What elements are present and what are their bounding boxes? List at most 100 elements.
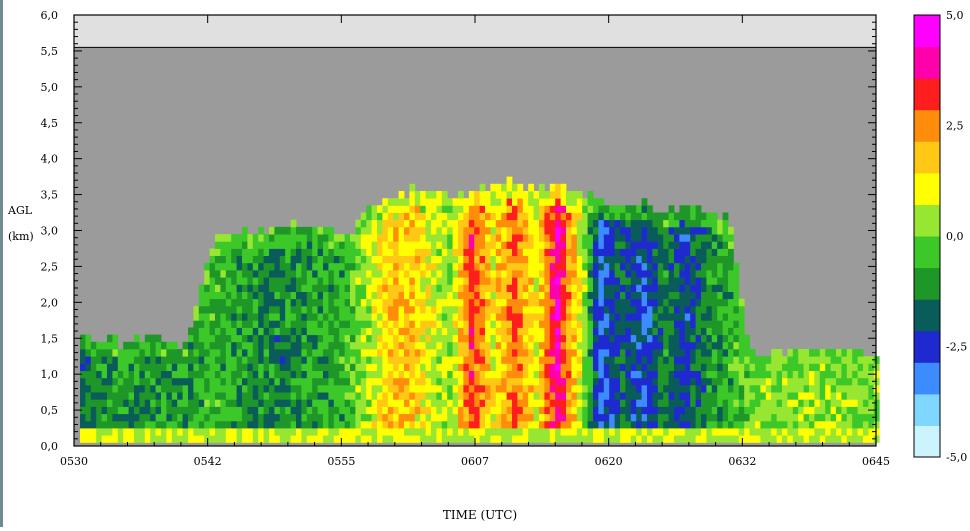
data-cell <box>528 241 534 249</box>
data-cell <box>355 349 362 357</box>
data-cell <box>409 262 416 271</box>
data-cell <box>220 420 227 429</box>
data-cell <box>614 399 621 407</box>
data-cell <box>468 219 475 228</box>
data-cell <box>506 305 513 314</box>
data-cell <box>355 356 362 364</box>
data-cell <box>803 392 810 400</box>
data-cell <box>539 363 545 371</box>
data-cell <box>501 406 507 415</box>
data-cell <box>512 284 518 292</box>
data-cell <box>333 384 340 393</box>
data-cell <box>479 198 486 206</box>
data-cell <box>512 205 518 213</box>
data-cell <box>436 320 443 328</box>
data-cell <box>836 420 842 429</box>
data-cell <box>479 248 486 256</box>
data-cell <box>560 341 567 350</box>
data-cell <box>674 320 680 328</box>
data-cell <box>409 277 416 285</box>
data-cell <box>371 370 378 379</box>
data-cell <box>603 377 610 386</box>
data-cell <box>512 305 518 314</box>
data-cell <box>333 406 340 415</box>
data-cell <box>522 327 529 336</box>
data-cell <box>252 262 259 271</box>
data-cell <box>420 262 426 271</box>
data-cell <box>501 313 507 321</box>
data-cell <box>571 428 578 436</box>
data-cell <box>652 363 659 371</box>
data-cell <box>468 399 475 407</box>
data-cell <box>468 241 475 249</box>
data-cell <box>312 226 318 235</box>
data-cell <box>177 349 183 357</box>
data-cell <box>522 234 529 242</box>
data-cell <box>576 349 583 357</box>
data-cell <box>609 248 615 256</box>
data-cell <box>306 392 313 400</box>
data-cell <box>215 384 221 393</box>
data-cell <box>647 270 653 278</box>
data-cell <box>674 428 680 436</box>
data-cell <box>614 305 621 314</box>
data-cell <box>582 277 588 285</box>
data-cell <box>539 241 545 249</box>
data-cell <box>630 262 637 271</box>
data-cell <box>139 370 146 379</box>
data-cell <box>263 262 270 271</box>
colorbar-segment <box>914 78 940 111</box>
data-cell <box>468 212 475 221</box>
data-cell <box>560 291 567 300</box>
data-cell <box>668 370 675 379</box>
data-cell <box>117 392 124 400</box>
data-cell <box>787 370 794 379</box>
data-cell <box>836 406 842 415</box>
data-cell <box>317 248 324 256</box>
data-cell <box>544 392 551 400</box>
data-cell <box>377 262 383 271</box>
data-cell <box>701 313 707 321</box>
data-cell <box>474 377 480 386</box>
data-cell <box>236 313 243 321</box>
data-cell <box>522 198 529 206</box>
x-tick-label: 0542 <box>194 455 222 468</box>
data-cell <box>674 370 680 379</box>
data-cell <box>431 320 437 328</box>
data-cell <box>647 313 653 321</box>
data-cell <box>252 291 259 300</box>
data-cell <box>830 356 837 364</box>
data-cell <box>728 428 734 436</box>
data-cell <box>620 406 626 415</box>
data-cell <box>555 341 561 350</box>
data-cell <box>647 384 653 393</box>
data-cell <box>447 313 453 321</box>
data-cell <box>603 241 610 249</box>
data-cell <box>873 435 880 443</box>
data-cell <box>80 428 86 436</box>
data-cell <box>814 349 821 357</box>
data-cell <box>690 270 696 278</box>
data-cell <box>576 334 583 343</box>
data-cell <box>485 370 491 379</box>
data-cell <box>636 241 642 249</box>
data-cell <box>479 363 486 371</box>
data-cell <box>760 428 767 436</box>
data-cell <box>301 399 308 407</box>
data-cell <box>522 212 529 221</box>
data-cell <box>474 341 480 350</box>
data-cell <box>155 334 162 343</box>
data-cell <box>171 341 178 350</box>
data-cell <box>722 428 729 436</box>
colorbar-tick-label: 5,0 <box>946 9 964 22</box>
data-cell <box>522 277 529 285</box>
data-cell <box>296 298 302 307</box>
data-cell <box>593 226 599 235</box>
data-cell <box>684 277 691 285</box>
data-cell <box>479 212 486 221</box>
data-cell <box>571 363 578 371</box>
data-cell <box>625 428 632 436</box>
data-cell <box>404 284 410 292</box>
data-cell <box>609 234 615 242</box>
data-cell <box>414 248 421 256</box>
